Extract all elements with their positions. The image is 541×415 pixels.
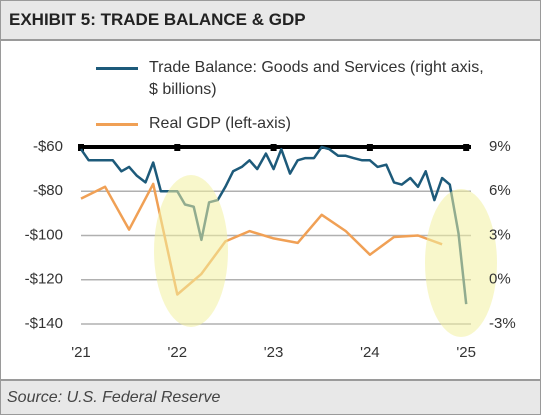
y-tick-label: -$100: [25, 226, 63, 243]
y2-tick-label: 6%: [489, 182, 511, 199]
y-tick-label: -$60: [33, 138, 63, 155]
highlight: [154, 175, 228, 327]
x-tick-mark: [174, 144, 181, 151]
x-tick-label: '21: [71, 344, 91, 361]
source-note: Source: U.S. Federal Reserve: [7, 389, 221, 406]
legend-swatch: [96, 123, 138, 126]
x-tick-mark: [78, 144, 84, 151]
legend-entry: Real GDP (left-axis): [149, 115, 291, 132]
x-tick-mark: [270, 144, 277, 151]
header: EXHIBIT 5: TRADE BALANCE & GDP: [1, 1, 540, 41]
legend-swatch: [96, 67, 138, 70]
y-tick-label: -$80: [33, 182, 63, 199]
y2-tick-label: 0%: [489, 271, 511, 288]
data-line: [80, 182, 443, 296]
y2-tick-label: -3%: [489, 315, 516, 332]
x-tick-label: '24: [360, 344, 380, 361]
data-line: [79, 145, 468, 305]
y2-tick-label: 9%: [489, 138, 511, 155]
y-tick-label: -$140: [25, 315, 63, 332]
x-tick-label: '23: [264, 344, 284, 361]
highlight: [425, 189, 497, 337]
x-tick-label: '22: [168, 344, 188, 361]
y-tick-label: -$120: [25, 271, 63, 288]
x-tick-label: '25: [456, 344, 476, 361]
chart-title: EXHIBIT 5: TRADE BALANCE & GDP: [9, 10, 306, 29]
legend-entry: Trade Balance: Goods and Services (right…: [149, 59, 484, 98]
x-tick-mark: [366, 144, 373, 151]
footer: Source: U.S. Federal Reserve: [1, 379, 540, 414]
x-tick-mark: [463, 144, 470, 151]
y2-tick-label: 3%: [489, 226, 511, 243]
